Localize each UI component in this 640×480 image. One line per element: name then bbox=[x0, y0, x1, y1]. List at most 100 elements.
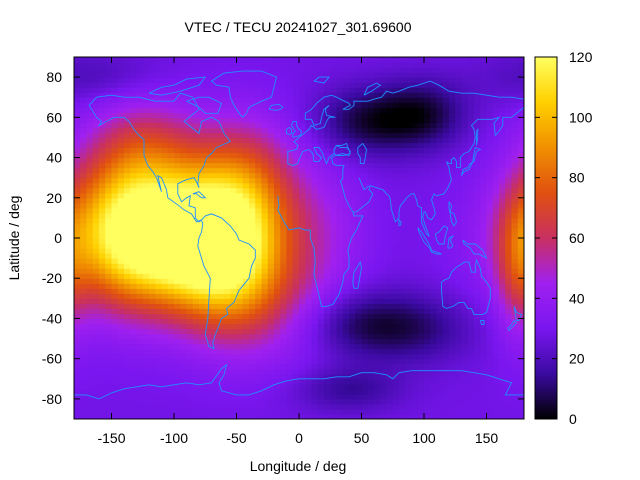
heatmap-cell bbox=[199, 303, 206, 309]
heatmap-cell bbox=[392, 288, 400, 294]
heatmap-cell bbox=[361, 137, 369, 144]
heatmap-cell bbox=[255, 333, 263, 340]
heatmap-cell bbox=[367, 62, 375, 68]
heatmap-cell bbox=[411, 343, 419, 350]
heatmap-cell bbox=[474, 308, 481, 315]
heatmap-cell bbox=[242, 253, 250, 259]
heatmap-cell bbox=[449, 358, 456, 365]
heatmap-cell bbox=[261, 107, 269, 113]
heatmap-cell bbox=[199, 358, 206, 365]
heatmap-cell bbox=[342, 202, 350, 209]
heatmap-cell bbox=[299, 102, 306, 108]
heatmap-cell bbox=[230, 212, 238, 219]
heatmap-cell bbox=[499, 192, 506, 199]
heatmap-cell bbox=[436, 222, 444, 229]
heatmap-cell bbox=[399, 172, 406, 179]
heatmap-cell bbox=[236, 67, 244, 73]
heatmap-cell bbox=[149, 328, 156, 335]
heatmap-cell bbox=[399, 107, 406, 113]
heatmap-cell bbox=[355, 398, 363, 405]
heatmap-cell bbox=[449, 308, 456, 315]
heatmap-cell bbox=[86, 117, 94, 123]
heatmap-cell bbox=[286, 132, 294, 139]
heatmap-cell bbox=[499, 303, 506, 309]
heatmap-cell bbox=[424, 383, 431, 390]
heatmap-cell bbox=[330, 413, 338, 419]
heatmap-cell bbox=[167, 268, 175, 274]
heatmap-cell bbox=[199, 343, 206, 350]
heatmap-cell bbox=[480, 132, 488, 139]
heatmap-cell bbox=[155, 192, 163, 199]
heatmap-cell bbox=[367, 243, 375, 249]
heatmap-cell bbox=[317, 323, 325, 330]
heatmap-cell bbox=[492, 67, 500, 73]
heatmap-cell bbox=[292, 383, 300, 390]
heatmap-cell bbox=[324, 373, 331, 380]
heatmap-cell bbox=[349, 403, 356, 410]
heatmap-cell bbox=[330, 258, 338, 264]
heatmap-cell bbox=[92, 358, 100, 365]
heatmap-cell bbox=[336, 278, 344, 284]
heatmap-cell bbox=[367, 112, 375, 118]
heatmap-cell bbox=[305, 273, 313, 279]
heatmap-cell bbox=[330, 227, 338, 234]
heatmap-cell bbox=[99, 157, 106, 164]
heatmap-cell bbox=[105, 313, 113, 320]
heatmap-cell bbox=[74, 348, 81, 355]
heatmap-cell bbox=[461, 82, 469, 88]
heatmap-cell bbox=[136, 202, 144, 209]
heatmap-cell bbox=[99, 278, 106, 284]
heatmap-cell bbox=[255, 283, 263, 289]
heatmap-cell bbox=[499, 293, 506, 299]
heatmap-cell bbox=[99, 353, 106, 360]
heatmap-cell bbox=[80, 373, 88, 380]
heatmap-cell bbox=[492, 243, 500, 249]
heatmap-cell bbox=[205, 117, 213, 123]
heatmap-cell bbox=[230, 217, 238, 224]
heatmap-cell bbox=[261, 227, 269, 234]
heatmap-cell bbox=[330, 72, 338, 78]
heatmap-cell bbox=[280, 102, 288, 108]
heatmap-cell bbox=[392, 192, 400, 199]
heatmap-cell bbox=[242, 177, 250, 184]
heatmap-cell bbox=[392, 197, 400, 204]
heatmap-cell bbox=[492, 378, 500, 385]
heatmap-cell bbox=[236, 97, 244, 103]
heatmap-cell bbox=[399, 368, 406, 375]
heatmap-cell bbox=[330, 182, 338, 189]
heatmap-cell bbox=[311, 132, 319, 139]
heatmap-cell bbox=[342, 87, 350, 93]
heatmap-cell bbox=[424, 413, 431, 419]
heatmap-cell bbox=[392, 72, 400, 78]
heatmap-cell bbox=[167, 313, 175, 320]
heatmap-cell bbox=[380, 232, 388, 239]
heatmap-cell bbox=[292, 132, 300, 139]
heatmap-cell bbox=[174, 388, 181, 395]
heatmap-cell bbox=[242, 338, 250, 345]
heatmap-cell bbox=[392, 333, 400, 340]
heatmap-cell bbox=[355, 192, 363, 199]
heatmap-cell bbox=[311, 62, 319, 68]
heatmap-cell bbox=[311, 202, 319, 209]
heatmap-cell bbox=[236, 202, 244, 209]
heatmap-cell bbox=[405, 182, 413, 189]
heatmap-cell bbox=[286, 177, 294, 184]
heatmap-cell bbox=[305, 207, 313, 214]
heatmap-cell bbox=[430, 283, 438, 289]
heatmap-cell bbox=[136, 283, 144, 289]
heatmap-cell bbox=[305, 217, 313, 224]
heatmap-cell bbox=[305, 398, 313, 405]
heatmap-cell bbox=[436, 77, 444, 83]
heatmap-cell bbox=[299, 253, 306, 259]
heatmap-cell bbox=[399, 92, 406, 98]
heatmap-cell bbox=[155, 293, 163, 299]
heatmap-cell bbox=[274, 142, 281, 149]
heatmap-cell bbox=[86, 383, 94, 390]
heatmap-cell bbox=[105, 398, 113, 405]
heatmap-cell bbox=[492, 227, 500, 234]
heatmap-cell bbox=[380, 303, 388, 309]
heatmap-cell bbox=[399, 313, 406, 320]
heatmap-cell bbox=[86, 258, 94, 264]
heatmap-cell bbox=[480, 363, 488, 370]
heatmap-cell bbox=[374, 127, 381, 134]
